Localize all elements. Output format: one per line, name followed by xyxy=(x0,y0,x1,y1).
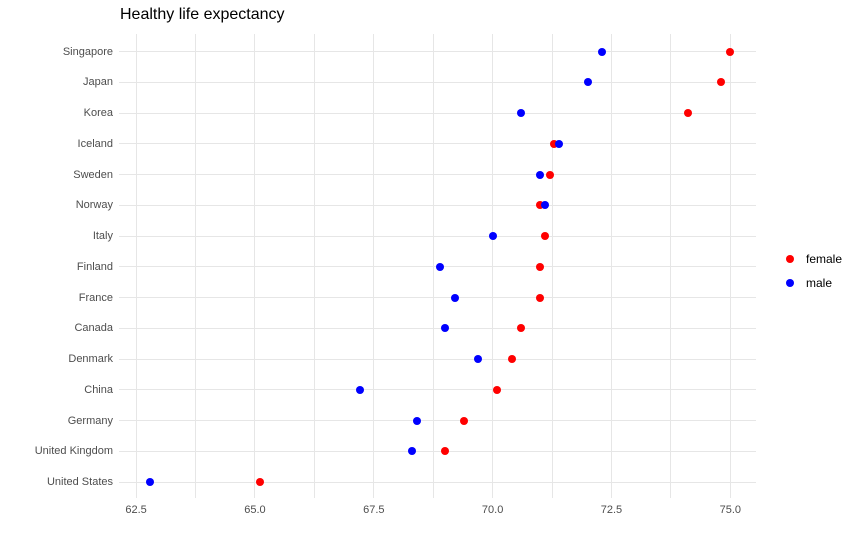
male-point xyxy=(517,109,526,118)
female-point xyxy=(726,47,735,56)
y-axis-label: Singapore xyxy=(62,45,113,58)
y-axis-label: Iceland xyxy=(77,137,113,150)
y-gridline xyxy=(119,235,756,237)
male-point xyxy=(555,139,564,148)
legend-entry-female: female xyxy=(786,247,842,271)
female-point xyxy=(545,170,554,179)
female-point xyxy=(550,139,559,148)
female-point xyxy=(460,416,469,425)
y-gridline xyxy=(119,143,756,145)
x-gridline xyxy=(551,34,553,498)
female-point xyxy=(255,478,264,487)
x-axis-tick-label: 65.0 xyxy=(244,504,266,516)
male-point xyxy=(436,262,445,271)
x-gridline xyxy=(135,34,137,498)
y-axis-label: Germany xyxy=(67,414,113,427)
y-gridline xyxy=(119,450,756,452)
y-axis-label: Canada xyxy=(74,322,113,335)
y-axis-label: France xyxy=(78,291,113,304)
female-point xyxy=(716,78,725,87)
female-point xyxy=(517,324,526,333)
y-axis-label: Sweden xyxy=(73,168,113,181)
x-gridline xyxy=(432,34,434,498)
x-gridline xyxy=(195,34,197,498)
legend-entry-male: male xyxy=(786,271,842,295)
y-gridline xyxy=(119,327,756,329)
male-point xyxy=(407,447,416,456)
legend-label-male: male xyxy=(806,276,833,290)
y-axis-label: Italy xyxy=(92,230,113,243)
y-gridline xyxy=(119,358,756,360)
x-gridline xyxy=(729,34,731,498)
female-point xyxy=(536,293,545,302)
male-point xyxy=(441,324,450,333)
x-gridline xyxy=(373,34,375,498)
female-point xyxy=(536,201,545,210)
legend: female male xyxy=(786,247,842,295)
female-point xyxy=(540,232,549,241)
x-gridline xyxy=(610,34,612,498)
male-point xyxy=(488,232,497,241)
male-point xyxy=(355,385,364,394)
x-axis-tick-label: 70.0 xyxy=(481,504,504,516)
y-axis-label: Norway xyxy=(75,199,113,212)
y-axis-label: China xyxy=(84,383,113,396)
female-point xyxy=(507,355,516,364)
male-dot-icon xyxy=(786,279,794,287)
x-gridline xyxy=(670,34,672,498)
male-point xyxy=(146,478,155,487)
y-axis-label: United Kingdom xyxy=(34,445,113,458)
x-axis-tick-label: 67.5 xyxy=(363,504,385,516)
x-axis-tick-label: 62.5 xyxy=(125,504,147,516)
female-point xyxy=(493,385,502,394)
y-axis-label: Japan xyxy=(83,76,113,89)
y-gridline xyxy=(119,81,756,83)
x-gridline xyxy=(254,34,256,498)
y-axis-label: United States xyxy=(46,476,113,489)
y-gridline xyxy=(119,297,756,299)
x-gridline xyxy=(313,34,315,498)
y-axis-label: Korea xyxy=(83,107,113,120)
x-gridline xyxy=(492,34,494,498)
female-point xyxy=(536,262,545,271)
y-gridline xyxy=(119,112,756,114)
y-gridline xyxy=(119,389,756,391)
legend-label-female: female xyxy=(806,252,843,266)
y-axis-label: Denmark xyxy=(68,353,113,366)
y-gridline xyxy=(119,174,756,176)
male-point xyxy=(540,201,549,210)
male-point xyxy=(450,293,459,302)
female-point xyxy=(441,447,450,456)
male-point xyxy=(474,355,483,364)
y-gridline xyxy=(119,420,756,422)
male-point xyxy=(536,170,545,179)
male-point xyxy=(583,78,592,87)
male-point xyxy=(597,47,606,56)
y-axis-label: Finland xyxy=(76,260,113,273)
y-gridline xyxy=(119,481,756,483)
x-axis-tick-label: 75.0 xyxy=(719,504,742,516)
female-dot-icon xyxy=(786,255,794,263)
female-point xyxy=(683,109,692,118)
y-gridline xyxy=(119,51,756,53)
male-point xyxy=(412,416,421,425)
x-axis-tick-label: 72.5 xyxy=(600,504,623,516)
chart-title: Healthy life expectancy xyxy=(120,6,285,23)
y-gridline xyxy=(119,204,756,206)
